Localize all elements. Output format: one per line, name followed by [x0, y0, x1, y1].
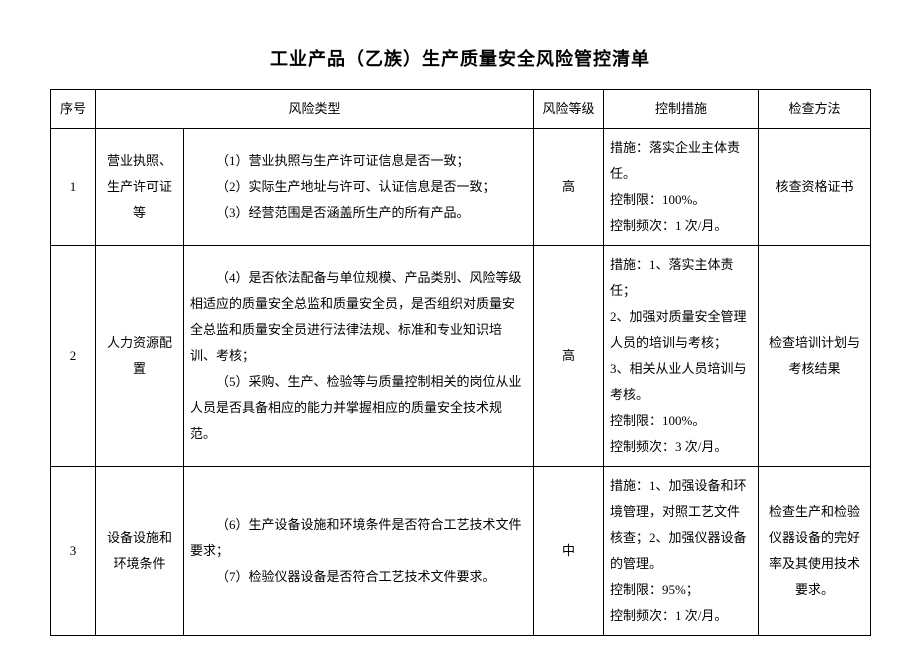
desc-line: （3）经营范围是否涵盖所生产的所有产品。: [190, 200, 527, 226]
desc-line: （2）实际生产地址与许可、认证信息是否一致；: [190, 174, 527, 200]
desc-line: （7）检验仪器设备是否符合工艺技术文件要求。: [190, 564, 527, 590]
desc-line: （4）是否依法配备与单位规模、产品类别、风险等级相适应的质量安全总监和质量安全员…: [190, 265, 527, 369]
desc-line: （6）生产设备设施和环境条件是否符合工艺技术文件要求；: [190, 512, 527, 564]
table-row: 1 营业执照、生产许可证等 （1）营业执照与生产许可证信息是否一致； （2）实际…: [51, 129, 871, 246]
ctrl-line: 2、加强对质量安全管理人员的培训与考核；: [610, 304, 752, 356]
cell-control: 措施：1、加强设备和环境管理，对照工艺文件核查；2、加强仪器设备的管理。 控制限…: [604, 467, 759, 636]
ctrl-line: 控制频次：1 次/月。: [610, 213, 752, 239]
table-row: 2 人力资源配置 （4）是否依法配备与单位规模、产品类别、风险等级相适应的质量安…: [51, 246, 871, 467]
col-seq: 序号: [51, 90, 96, 129]
col-check: 检查方法: [759, 90, 871, 129]
ctrl-line: 措施：1、加强设备和环境管理，对照工艺文件核查；2、加强仪器设备的管理。: [610, 473, 752, 577]
cell-check: 检查生产和检验仪器设备的完好率及其使用技术要求。: [759, 467, 871, 636]
page-title: 工业产品（乙族）生产质量安全风险管控清单: [50, 45, 870, 71]
ctrl-line: 控制频次：3 次/月。: [610, 434, 752, 460]
col-control: 控制措施: [604, 90, 759, 129]
col-risklevel: 风险等级: [534, 90, 604, 129]
ctrl-line: 控制限：95%；: [610, 577, 752, 603]
cell-check: 检查培训计划与考核结果: [759, 246, 871, 467]
cell-seq: 1: [51, 129, 96, 246]
cell-seq: 2: [51, 246, 96, 467]
desc-line: （5）采购、生产、检验等与质量控制相关的岗位从业人员是否具备相应的能力并掌握相应…: [190, 369, 527, 447]
cell-level: 高: [534, 129, 604, 246]
cell-check: 核查资格证书: [759, 129, 871, 246]
cell-level: 中: [534, 467, 604, 636]
col-risktype: 风险类型: [96, 90, 534, 129]
desc-line: （1）营业执照与生产许可证信息是否一致；: [190, 148, 527, 174]
cell-desc: （4）是否依法配备与单位规模、产品类别、风险等级相适应的质量安全总监和质量安全员…: [184, 246, 534, 467]
table-header-row: 序号 风险类型 风险等级 控制措施 检查方法: [51, 90, 871, 129]
cell-seq: 3: [51, 467, 96, 636]
ctrl-line: 措施：1、落实主体责任；: [610, 252, 752, 304]
cell-level: 高: [534, 246, 604, 467]
cell-type: 人力资源配置: [96, 246, 184, 467]
cell-control: 措施：落实企业主体责任。 控制限：100%。 控制频次：1 次/月。: [604, 129, 759, 246]
cell-type: 设备设施和环境条件: [96, 467, 184, 636]
table-body: 1 营业执照、生产许可证等 （1）营业执照与生产许可证信息是否一致； （2）实际…: [51, 129, 871, 636]
ctrl-line: 措施：落实企业主体责任。: [610, 135, 752, 187]
cell-desc: （6）生产设备设施和环境条件是否符合工艺技术文件要求； （7）检验仪器设备是否符…: [184, 467, 534, 636]
cell-control: 措施：1、落实主体责任； 2、加强对质量安全管理人员的培训与考核； 3、相关从业…: [604, 246, 759, 467]
document-page: 工业产品（乙族）生产质量安全风险管控清单 序号 风险类型 风险等级 控制措施 检…: [0, 0, 920, 666]
ctrl-line: 控制限：100%。: [610, 187, 752, 213]
table-row: 3 设备设施和环境条件 （6）生产设备设施和环境条件是否符合工艺技术文件要求； …: [51, 467, 871, 636]
ctrl-line: 控制限：100%。: [610, 408, 752, 434]
ctrl-line: 3、相关从业人员培训与考核。: [610, 356, 752, 408]
cell-desc: （1）营业执照与生产许可证信息是否一致； （2）实际生产地址与许可、认证信息是否…: [184, 129, 534, 246]
cell-type: 营业执照、生产许可证等: [96, 129, 184, 246]
risk-table: 序号 风险类型 风险等级 控制措施 检查方法 1 营业执照、生产许可证等 （1）…: [50, 89, 871, 636]
ctrl-line: 控制频次：1 次/月。: [610, 603, 752, 629]
